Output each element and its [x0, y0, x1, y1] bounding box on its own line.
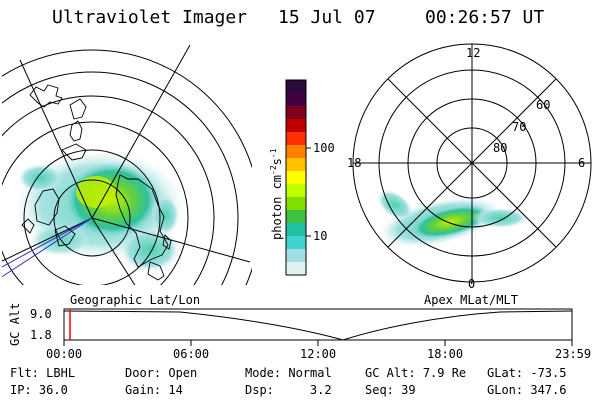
colorbar-cell	[286, 223, 306, 237]
altitude-ylabel: GC Alt	[8, 302, 22, 346]
info-mode: Mode: Normal	[245, 366, 332, 380]
apex-polar-plot	[352, 43, 592, 283]
colorbar-cell	[286, 262, 306, 276]
info-door: Door: Open	[125, 366, 198, 380]
right-aurora-emission	[377, 189, 528, 248]
colorbar	[285, 79, 311, 276]
mlt-label-18: 18	[347, 156, 362, 170]
altitude-curve	[63, 310, 573, 341]
colorbar-cell	[286, 132, 306, 146]
mlt-label-6: 6	[578, 156, 586, 170]
x-tick-1200: 12:00	[300, 347, 337, 361]
mlat-label-70: 70	[512, 120, 527, 134]
x-tick-0600: 06:00	[173, 347, 210, 361]
coastlines	[21, 84, 172, 281]
x-tick-2359: 23:59	[555, 347, 592, 361]
x-tick-1800: 18:00	[427, 347, 464, 361]
info-gain: Gain: 14	[125, 383, 183, 397]
mlt-label-12: 12	[466, 46, 481, 60]
meridian-lines	[2, 45, 251, 285]
x-tick-0000: 00:00	[46, 347, 83, 361]
altitude-plot	[63, 308, 573, 346]
latitude-circles	[2, 49, 252, 285]
colorbar-unit-label: photon cm-2s-1	[269, 148, 284, 240]
colorbar-cell	[286, 93, 306, 107]
altitude-x-ticks	[63, 340, 573, 346]
observation-time: 00:26:57 UT	[425, 7, 545, 28]
colorbar-label-100: 100	[313, 141, 335, 155]
colorbar-cell	[286, 158, 306, 172]
altitude-tick-low: 1.8	[30, 328, 52, 342]
colorbar-cell	[286, 171, 306, 185]
colorbar-cell	[286, 145, 306, 159]
altitude-plot-frame	[63, 308, 573, 341]
right-panel-label: Apex MLat/MLT	[424, 293, 518, 307]
colorbar-label-10: 10	[313, 229, 328, 243]
left-panel-label: Geographic Lat/Lon	[70, 293, 201, 307]
colorbar-cells	[286, 80, 306, 276]
altitude-tick-high: 9.0	[30, 307, 52, 321]
colorbar-cell	[286, 119, 306, 133]
info-seq: Seq: 39	[365, 383, 416, 397]
geographic-map	[2, 45, 252, 285]
mlat-label-80: 80	[493, 141, 508, 155]
observation-date: 15 Jul 07	[278, 7, 376, 28]
info-flt: Flt: LBHL	[10, 366, 76, 380]
colorbar-cell	[286, 184, 306, 198]
colorbar-cell	[286, 80, 306, 94]
colorbar-cell	[286, 236, 306, 250]
colorbar-cell	[286, 106, 306, 120]
info-dsp: Dsp: 3.2	[245, 383, 332, 397]
info-glon: GLon: 347.6	[487, 383, 567, 397]
info-gc-alt: GC Alt: 7.9 Re	[365, 366, 467, 380]
info-ip: IP: 36.0	[10, 383, 68, 397]
mlat-label-60: 60	[536, 98, 551, 112]
blue-graticule	[2, 217, 93, 278]
colorbar-cell	[286, 210, 306, 224]
mlt-lines	[353, 44, 591, 282]
instrument-title: Ultraviolet Imager	[52, 7, 248, 28]
colorbar-cell	[286, 197, 306, 211]
colorbar-cell	[286, 249, 306, 263]
info-glat: GLat: -73.5	[487, 366, 567, 380]
mlt-label-0: 0	[468, 277, 476, 291]
